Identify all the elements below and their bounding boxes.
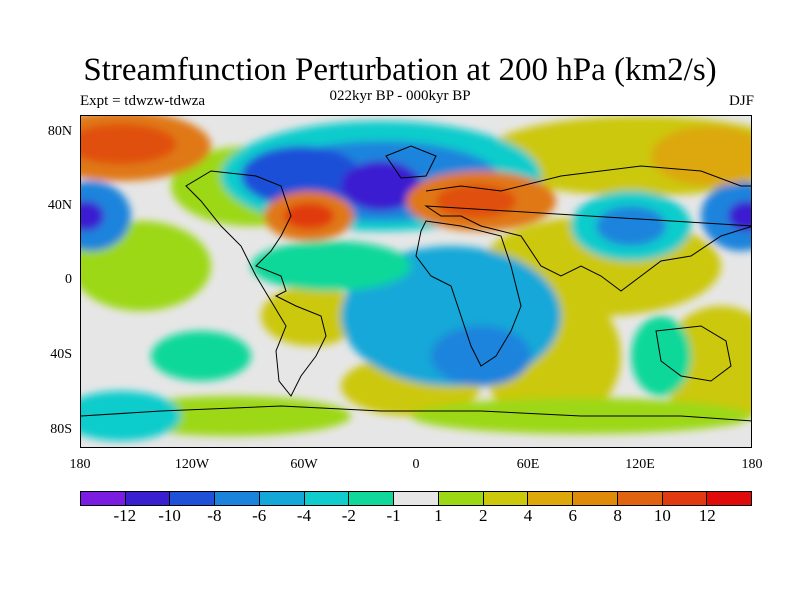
colorbar-label: 6 <box>568 506 578 525</box>
season-label: DJF <box>728 93 754 109</box>
colorbar-segment <box>662 492 708 505</box>
chart-title: Streamfunction Perturbation at 200 hPa (… <box>83 52 717 88</box>
lon-tick-label: 0 <box>412 457 420 472</box>
colorbar-label: -8 <box>207 506 222 525</box>
lon-tick-label: 120W <box>174 457 210 472</box>
contour-region <box>81 124 176 164</box>
chart-subtitle: 022kyr BP - 000kyr BP <box>329 88 471 104</box>
colorbar-label: 10 <box>653 506 671 525</box>
lat-tick-label: 40S <box>50 347 72 362</box>
colorbar-label: -1 <box>386 506 401 525</box>
colorbar-segment <box>349 492 395 505</box>
colorbar-segment <box>394 492 439 505</box>
colorbar-segment <box>215 492 260 505</box>
colorbar-label: -2 <box>341 506 356 525</box>
lon-tick-label: 60E <box>516 457 540 472</box>
contour-region <box>436 184 516 218</box>
colorbar-label: 1 <box>434 506 443 525</box>
coastlines <box>81 145 751 422</box>
lat-tick-label: 80S <box>50 422 72 437</box>
colorbar-segment <box>125 492 171 505</box>
lon-tick-label: 180 <box>741 457 763 472</box>
lat-tick-label: 40N <box>47 198 72 213</box>
contour-region <box>241 146 361 206</box>
colorbar-segment <box>483 492 529 505</box>
lon-tick-label: 180 <box>69 457 91 472</box>
contour-region <box>631 316 691 396</box>
contour-region <box>81 181 131 251</box>
colorbar-segment <box>707 492 752 505</box>
contour-region <box>151 331 251 381</box>
lon-tick-label: 60W <box>290 457 318 472</box>
colorbar-segment <box>259 492 305 505</box>
contour-region <box>728 201 751 231</box>
contour-region <box>341 161 421 211</box>
map-contours <box>81 116 751 441</box>
contour-region <box>81 201 104 231</box>
colorbar-label: 2 <box>478 506 488 525</box>
colorbar-segment <box>528 492 574 505</box>
contour-region <box>431 326 531 386</box>
colorbar-segment <box>438 492 484 505</box>
experiment-label: Expt = tdwzw-tdwza <box>80 93 206 109</box>
colorbar-segment <box>170 492 216 505</box>
colorbar-segment <box>304 492 350 505</box>
contour-region <box>651 126 751 186</box>
colorbar-segment <box>573 492 618 505</box>
contour-region <box>81 391 181 441</box>
map-plot <box>80 115 752 448</box>
colorbar-label: 4 <box>523 506 533 525</box>
lat-tick-label: 80N <box>47 124 72 139</box>
lon-tick-label: 120E <box>625 457 655 472</box>
contour-region <box>701 181 751 251</box>
contour-region <box>251 241 411 291</box>
colorbar-segment <box>617 492 663 505</box>
contour-region <box>596 206 666 246</box>
colorbar-label: -12 <box>113 506 137 525</box>
colorbar-label: -4 <box>296 506 312 525</box>
colorbar-label: 8 <box>613 506 622 525</box>
colorbar-label: -10 <box>158 506 181 525</box>
colorbar-label: -6 <box>252 506 267 525</box>
colorbar <box>80 491 752 506</box>
colorbar-segment <box>81 492 126 505</box>
colorbar-label: 12 <box>698 506 716 525</box>
contour-region <box>284 203 334 229</box>
lat-tick-label: 0 <box>65 272 72 287</box>
